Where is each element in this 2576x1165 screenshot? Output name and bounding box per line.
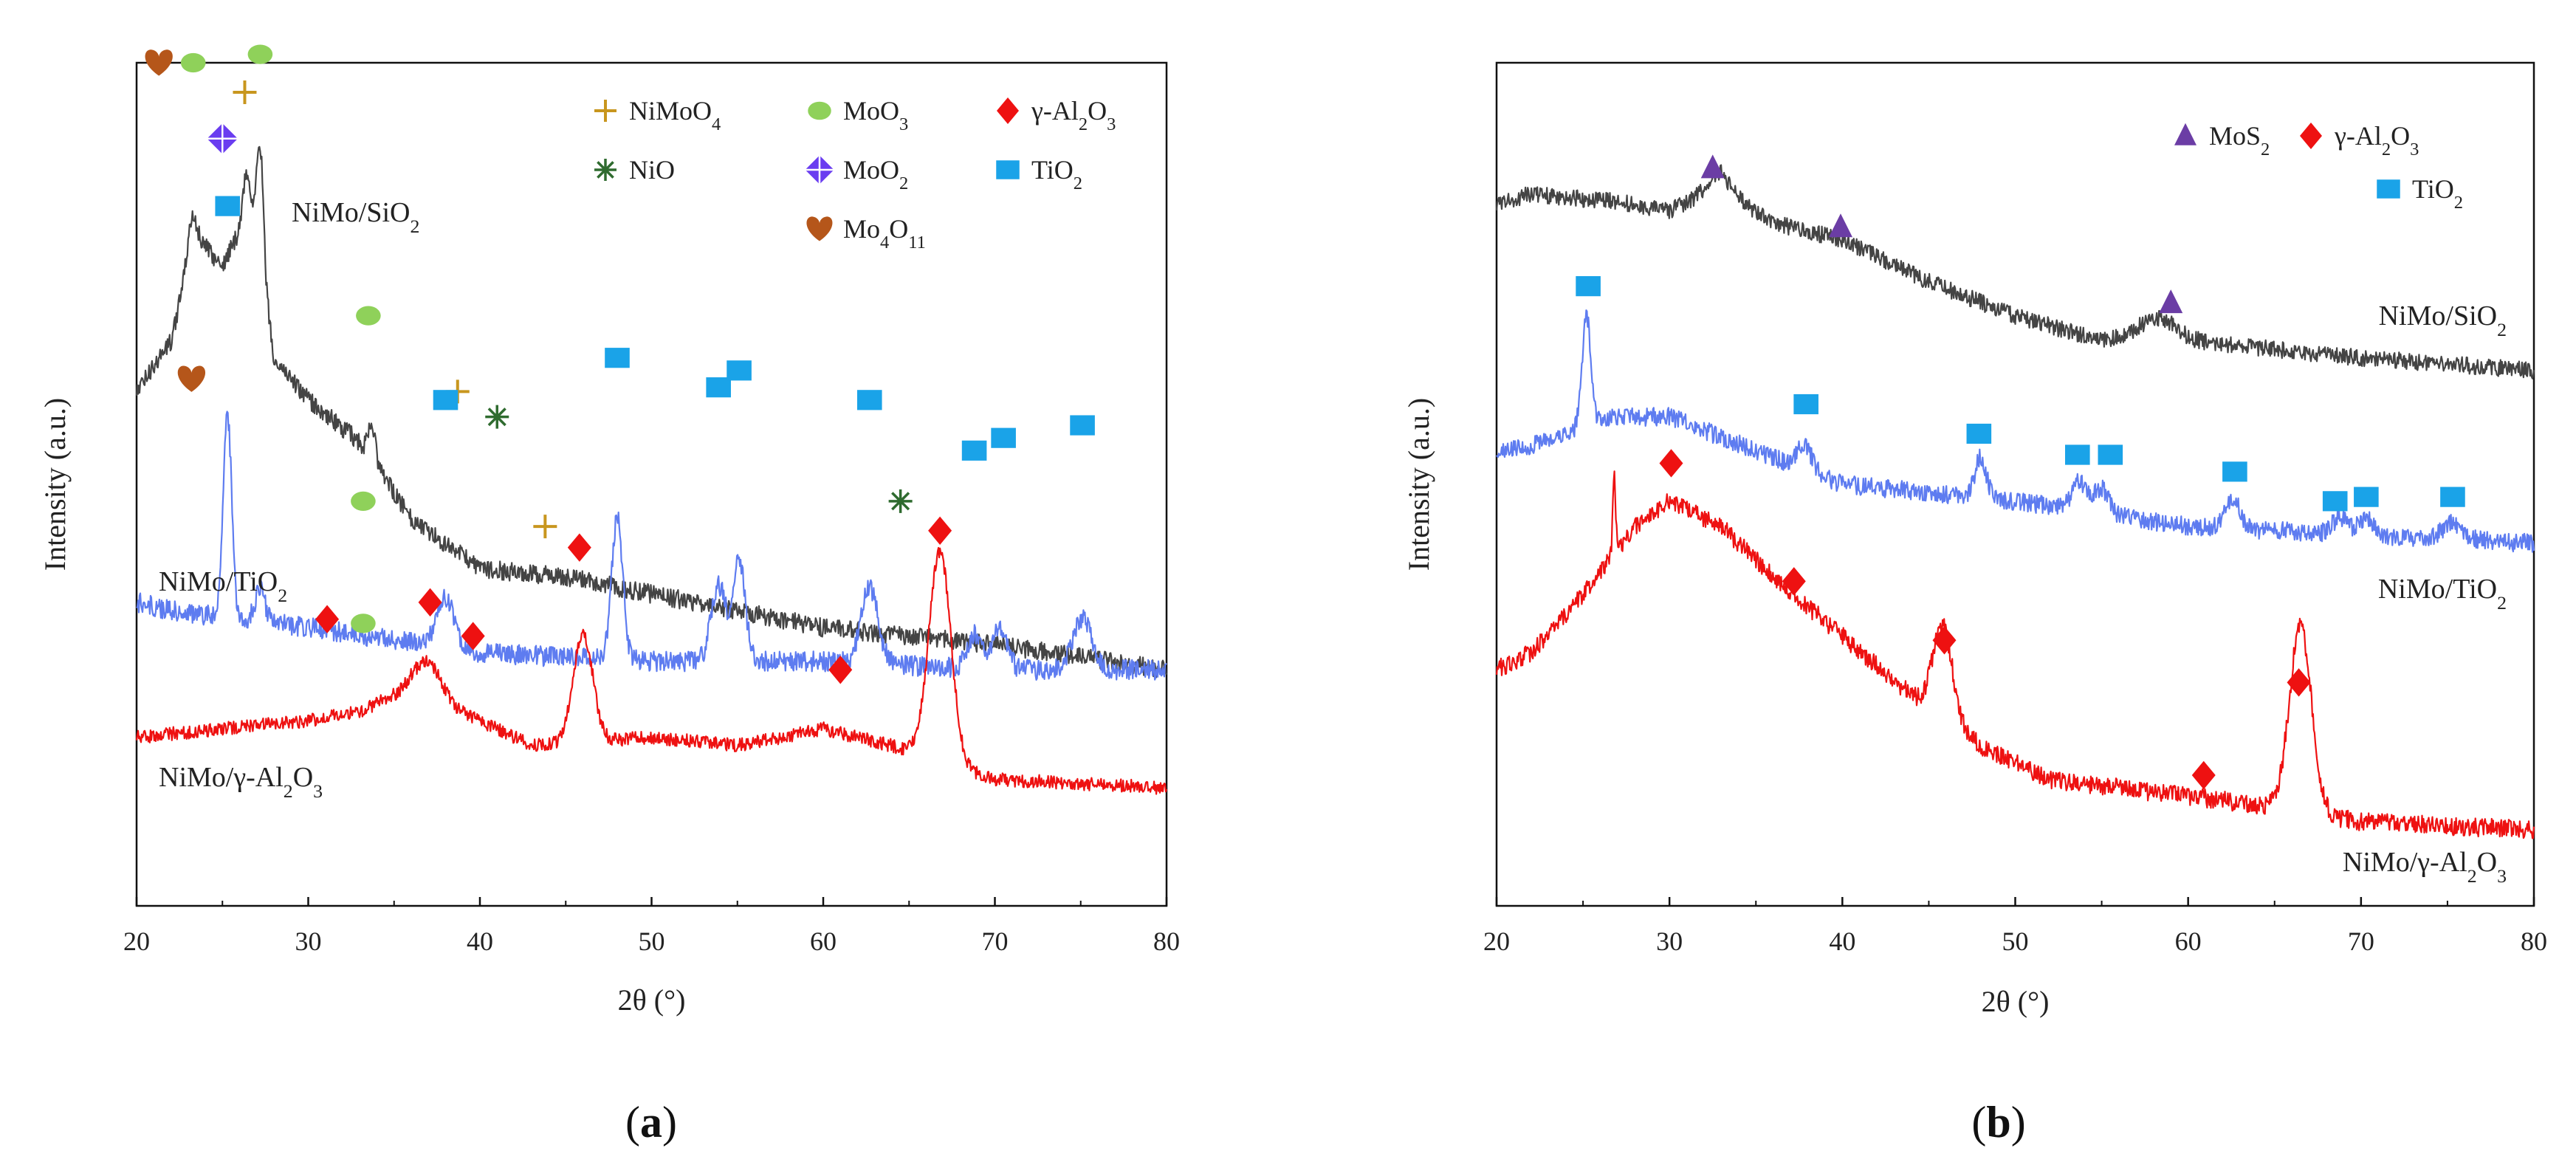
series-line-2 <box>136 410 1167 681</box>
x-tick-label: 30 <box>295 927 322 956</box>
peak-marker-circle <box>356 306 381 326</box>
x-tick-label: 40 <box>1829 927 1855 956</box>
peak-marker-diamond <box>828 656 853 684</box>
peak-marker-diamond <box>1659 449 1683 478</box>
peak-marker-triangle <box>1700 154 1725 179</box>
legend-label: MoO2 <box>843 155 908 193</box>
peak-marker-diamond <box>567 533 591 562</box>
peak-marker-square <box>2322 491 2348 512</box>
legend-label: Mo4O11 <box>843 214 926 252</box>
peak-marker-heart <box>177 365 206 392</box>
peak-marker-square <box>1966 423 1992 444</box>
chart-panel-a: 20 30 40 50 60 70 80 2θ (°) Intensity (a.u.) (a) N… <box>38 44 1180 1147</box>
x-tick-label: 70 <box>2348 927 2374 956</box>
legend-label: TiO2 <box>1031 155 1082 193</box>
peak-marker-square <box>727 360 752 381</box>
peak-marker-square <box>706 377 731 398</box>
peak-marker-square <box>215 196 241 216</box>
peak-marker-square <box>605 348 630 368</box>
legend-symbol-heart <box>806 216 833 241</box>
legend-label: γ-Al2O3 <box>1031 96 1116 134</box>
x-tick-label: 60 <box>810 927 837 956</box>
legend-symbol-circle <box>808 101 831 120</box>
x-tick-label: 80 <box>1153 927 1180 956</box>
peak-marker-square <box>1576 276 1601 297</box>
series-line-3 <box>135 546 1168 795</box>
series-label: NiMo/TiO2 <box>2378 574 2507 614</box>
peak-marker-star <box>485 405 509 429</box>
series-line-1 <box>1495 164 2535 379</box>
x-tick-label: 40 <box>467 927 493 956</box>
peak-marker-square <box>2065 444 2090 465</box>
peak-marker-circle <box>351 614 376 633</box>
legend-label: NiMoO4 <box>629 96 721 134</box>
x-tick-label: 70 <box>982 927 1009 956</box>
peak-marker-diamond <box>1932 626 1957 655</box>
peak-marker-triangle <box>2159 289 2183 314</box>
legend-label: NiO <box>629 155 675 185</box>
peak-marker-square <box>2440 487 2465 507</box>
peak-marker-star <box>888 489 913 513</box>
peak-marker-diamond <box>315 605 340 633</box>
series-line-1 <box>135 145 1167 678</box>
legend-label: MoO3 <box>843 96 908 134</box>
series-line-2 <box>1496 309 2535 553</box>
legend-label: γ-Al2O3 <box>2334 121 2419 159</box>
series-label: NiMo/TiO2 <box>159 566 287 606</box>
legend-symbol-star <box>594 159 616 181</box>
peak-marker-circle <box>351 491 376 511</box>
x-tick-label: 50 <box>2002 927 2029 956</box>
peak-marker-square <box>2098 444 2123 465</box>
series-line-3 <box>1495 470 2535 839</box>
chart-panel-b: 20 30 40 50 60 70 80 2θ (°) Intensity (a.u.) (b) N… <box>1402 61 2547 1147</box>
legend-symbol-diamond <box>997 97 1019 124</box>
series-label: NiMo/γ-Al2O3 <box>2343 847 2507 887</box>
peak-marker-diamond <box>928 516 952 546</box>
peak-marker-circle <box>247 44 273 64</box>
legend-symbol-square <box>2377 179 2400 199</box>
peak-marker-diamond <box>461 622 485 650</box>
peak-marker-square <box>2354 487 2379 507</box>
peak-marker-diamond <box>2191 760 2216 790</box>
panel-label: (b) <box>1971 1098 2025 1147</box>
peak-marker-plus <box>533 515 557 539</box>
x-tick-label: 20 <box>1483 927 1510 956</box>
series-label: NiMo/γ-Al2O3 <box>159 762 323 802</box>
series-label: NiMo/SiO2 <box>2379 300 2507 340</box>
peak-marker-heart <box>145 49 173 76</box>
peak-marker-square <box>856 390 882 410</box>
peak-marker-square <box>961 440 987 461</box>
legend-label: TiO2 <box>2412 174 2463 213</box>
peak-marker-square <box>2222 461 2247 482</box>
legend-symbol-square <box>996 160 1020 179</box>
x-tick-label: 20 <box>123 927 150 956</box>
peak-marker-diamond <box>1782 567 1806 596</box>
peak-marker-plus <box>233 80 257 104</box>
peak-marker-circle <box>180 52 206 73</box>
peak-marker-square <box>1070 415 1095 436</box>
y-axis-label: Intensity (a.u.) <box>38 398 72 571</box>
x-axis-label: 2θ (°) <box>1982 985 2050 1018</box>
x-tick-label: 60 <box>2175 927 2202 956</box>
x-tick-label: 50 <box>639 927 665 956</box>
peak-marker-diamond <box>418 588 442 617</box>
peak-marker-square <box>1793 394 1818 415</box>
peak-marker-square <box>433 390 458 410</box>
y-axis-label: Intensity (a.u.) <box>1402 398 1435 571</box>
peak-marker-diamond <box>2287 668 2311 697</box>
legend-symbol-triangle <box>2174 123 2197 145</box>
legend-symbol-plus <box>594 100 616 122</box>
x-tick-label: 30 <box>1656 927 1683 956</box>
series-label: NiMo/SiO2 <box>292 197 419 237</box>
legend-symbol-diamond <box>2300 123 2322 149</box>
x-axis-label: 2θ (°) <box>618 983 686 1017</box>
peak-marker-triangle <box>1828 213 1852 238</box>
legend-label: MoS2 <box>2209 121 2270 159</box>
x-tick-label: 80 <box>2521 927 2547 956</box>
panel-label: (a) <box>625 1098 677 1147</box>
peak-marker-square <box>991 427 1016 448</box>
